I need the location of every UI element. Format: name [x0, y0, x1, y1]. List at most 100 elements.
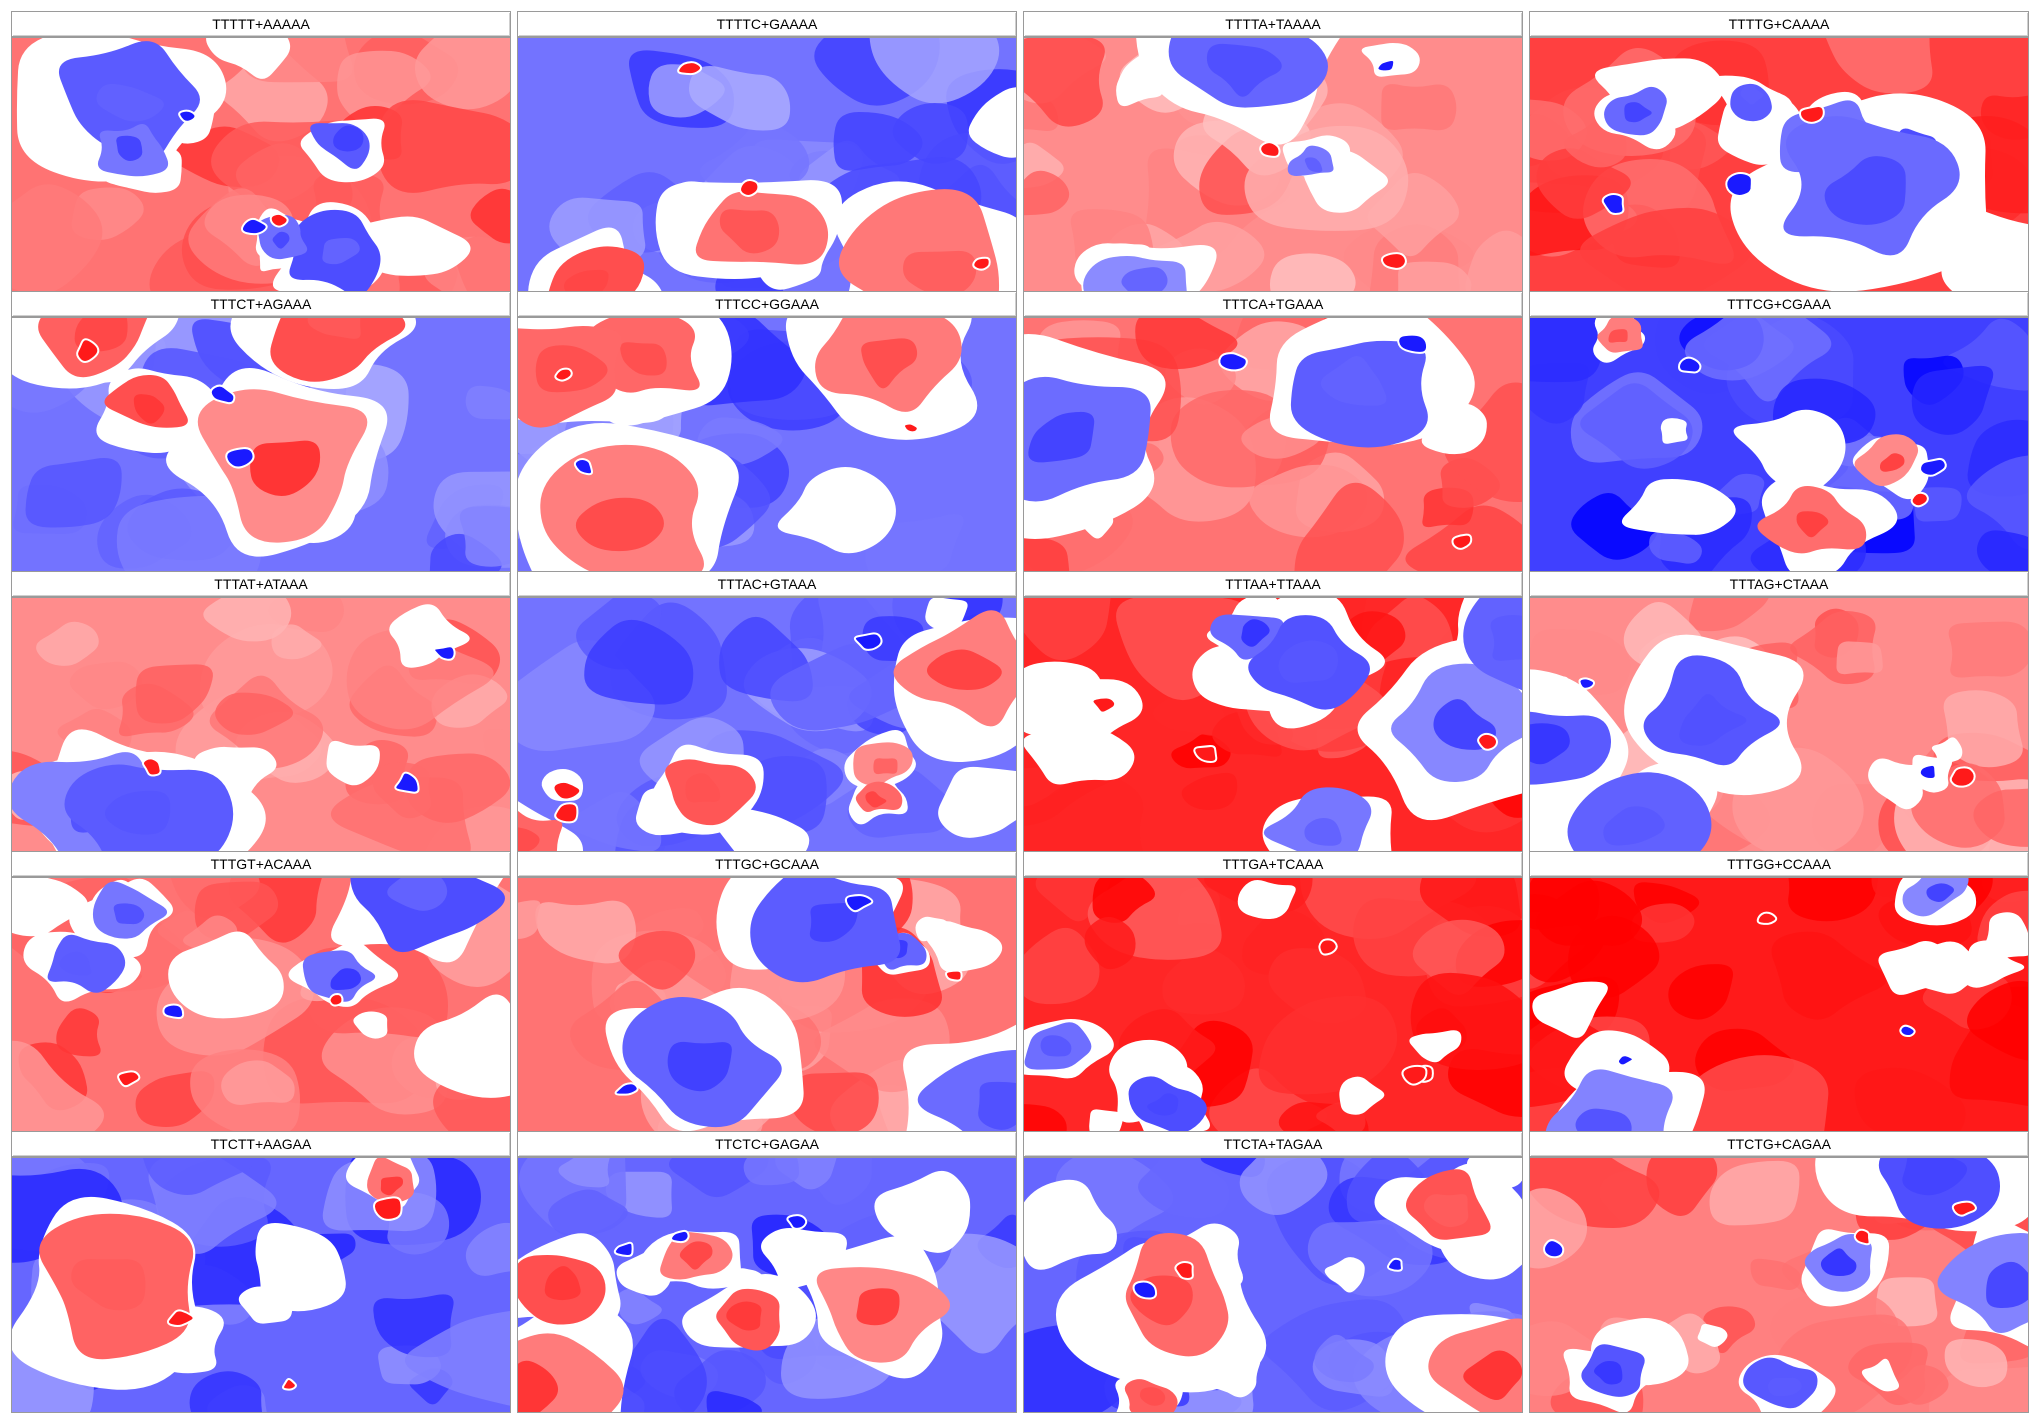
- panel-heatmap: [1529, 1157, 2029, 1413]
- heatmap-patch: [869, 38, 1000, 104]
- heatmap-patch: [607, 1318, 707, 1412]
- heatmap-image: [12, 598, 510, 852]
- heatmap-image: [1530, 38, 2028, 292]
- hotspot: [433, 645, 456, 661]
- heatmap-patch: [271, 624, 322, 660]
- opposite-sign-core: [726, 1301, 762, 1331]
- near-zero-region: [1467, 1158, 1522, 1196]
- opposite-sign-core: [322, 237, 360, 265]
- heatmap-patch: [189, 1371, 263, 1412]
- heatmap-image: [1024, 318, 1522, 572]
- hotspot: [394, 771, 420, 794]
- heatmap-image: [1530, 878, 2028, 1132]
- near-zero-region: [1024, 1179, 1117, 1270]
- near-zero-region: [1324, 1257, 1365, 1293]
- heatmap-patch: [1170, 390, 1287, 488]
- panel-title: TTTGC+GCAAA: [517, 851, 1017, 877]
- opposite-sign-core: [1603, 806, 1665, 846]
- heatmap-patch: [375, 100, 510, 193]
- opposite-sign-core: [113, 903, 145, 925]
- opposite-sign-core: [1879, 453, 1905, 472]
- near-zero-region: [326, 740, 380, 786]
- heatmap-patch: [1646, 1158, 1718, 1216]
- panel-title: TTTAG+CTAAA: [1529, 571, 2029, 597]
- opposite-sign-core: [518, 1360, 559, 1412]
- heatmap-panel-grid: TTTTT+AAAAA TTTTC+GAAAA TTTTA+TAAAA TTTTG+C…: [9, 11, 2033, 1413]
- opposite-sign-core: [1740, 84, 1764, 105]
- heatmap-image: [518, 38, 1016, 292]
- heatmap-patch: [770, 643, 928, 731]
- heatmap-panel: TTCTA+TAGAA: [1021, 1131, 1527, 1413]
- heatmap-patch: [1419, 878, 1521, 937]
- hotspot: [76, 338, 100, 363]
- hotspot: [1218, 352, 1248, 372]
- panel-title: TTTAC+GTAAA: [517, 571, 1017, 597]
- opposite-sign-core: [719, 209, 780, 254]
- hotspot: [945, 969, 963, 982]
- opposite-sign-core: [1278, 640, 1339, 683]
- hotspot: [328, 993, 344, 1007]
- panel-title: TTTAT+ATAAA: [11, 571, 511, 597]
- heatmap-patch: [1944, 1339, 2008, 1388]
- heatmap-panel: TTTAC+GTAAA: [515, 571, 1021, 853]
- heatmap-panel: TTTTG+CAAAA: [1527, 11, 2033, 293]
- heatmap-patch: [221, 1060, 295, 1105]
- hotspot: [1899, 1024, 1916, 1038]
- heatmap-patch: [1024, 927, 1100, 1005]
- panel-heatmap: [1023, 877, 1523, 1133]
- near-zero-region: [777, 467, 896, 554]
- heatmap-image: [1530, 318, 2028, 572]
- opposite-sign-core: [307, 318, 361, 339]
- opposite-sign-core: [685, 773, 721, 803]
- heatmap-patch: [1673, 1055, 1829, 1132]
- heatmap-patch: [1825, 38, 1933, 94]
- near-zero-region: [414, 994, 510, 1098]
- opposite-sign-core: [387, 878, 448, 911]
- hotspot: [269, 212, 289, 228]
- heatmap-patch: [1966, 980, 2028, 1061]
- opposite-sign-core: [518, 827, 540, 852]
- opposite-sign-core: [104, 790, 171, 835]
- opposite-sign-core: [1463, 1350, 1522, 1401]
- opposite-sign-core: [1926, 883, 1955, 902]
- heatmap-patch: [1152, 689, 1226, 736]
- heatmap-image: [1024, 38, 1522, 292]
- hotspot: [1401, 1064, 1428, 1086]
- heatmap-patch: [1973, 788, 2028, 847]
- opposite-sign-core: [865, 791, 887, 808]
- opposite-sign-core: [544, 1266, 581, 1301]
- near-zero-region: [1733, 409, 1846, 494]
- hotspot: [1798, 105, 1825, 124]
- heatmap-image: [518, 1158, 1016, 1412]
- heatmap-panel: TTTCA+TGAAA: [1021, 291, 1527, 573]
- heatmap-patch: [1024, 1104, 1067, 1132]
- heatmap-patch: [1444, 382, 1522, 502]
- panel-title: TTCTT+AAGAA: [11, 1131, 511, 1157]
- heatmap-image: [1024, 878, 1522, 1132]
- near-zero-region: [1116, 53, 1168, 107]
- panel-title: TTCTA+TAGAA: [1023, 1131, 1523, 1157]
- near-zero-region: [1532, 981, 1608, 1038]
- opposite-sign-core: [1679, 694, 1747, 746]
- heatmap-patch: [1258, 995, 1398, 1095]
- heatmap-image: [12, 878, 510, 1132]
- heatmap-patch: [1084, 917, 1136, 970]
- panel-heatmap: [1023, 1157, 1523, 1413]
- hotspot: [1387, 1257, 1403, 1272]
- heatmap-patch: [1788, 878, 1879, 922]
- heatmap-patch: [459, 506, 510, 567]
- opposite-sign-core: [679, 1241, 713, 1270]
- heatmap-patch: [892, 102, 969, 164]
- heatmap-patch: [1948, 621, 2028, 678]
- heatmap-patch: [56, 1008, 101, 1057]
- hotspot: [613, 1241, 634, 1258]
- panel-heatmap: [11, 1157, 511, 1413]
- heatmap-patch: [465, 1222, 510, 1276]
- panel-heatmap: [517, 37, 1017, 293]
- heatmap-patch: [1381, 84, 1457, 131]
- opposite-sign-core: [133, 394, 165, 424]
- hotspot: [1578, 677, 1596, 690]
- heatmap-patch: [568, 791, 662, 852]
- heatmap-patch: [470, 188, 510, 244]
- panel-heatmap: [517, 597, 1017, 853]
